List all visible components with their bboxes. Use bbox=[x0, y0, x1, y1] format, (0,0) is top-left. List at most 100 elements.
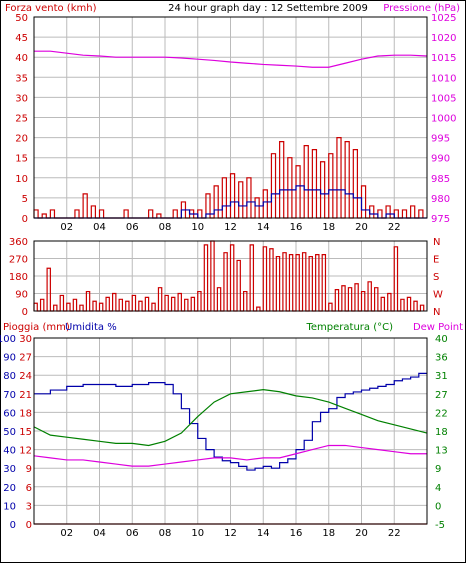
tick-label: 15 bbox=[19, 427, 32, 438]
tick-label: 100 bbox=[0, 334, 16, 345]
tick-label: 9 bbox=[435, 464, 441, 475]
x-tick-label: 10 bbox=[191, 222, 204, 233]
x-tick-label: 14 bbox=[257, 222, 270, 233]
x-tick-label: 16 bbox=[290, 528, 303, 539]
left-axis-ticks: 0 5 10 15 20 25 30 35 40 45 50 bbox=[15, 13, 28, 225]
tick-label: 0 bbox=[10, 520, 16, 531]
tick-label: 60 bbox=[3, 408, 16, 419]
tick-label: 30 bbox=[19, 334, 32, 345]
left-axis-ticks: 0 3 6 9 12 15 18 21 24 27 30 bbox=[19, 334, 32, 531]
x-tick-label: 02 bbox=[60, 222, 73, 233]
x-tick-label: 22 bbox=[388, 222, 401, 233]
tick-label: 12 bbox=[19, 446, 32, 457]
tick-label: S bbox=[433, 272, 439, 283]
tick-label: 6 bbox=[26, 483, 32, 494]
pressure-axis-label: Pressione (hPa) bbox=[383, 3, 460, 14]
tick-label: 1005 bbox=[431, 93, 456, 104]
tick-label: 13 bbox=[435, 446, 448, 457]
humidity-axis-label: Umidita % bbox=[65, 322, 117, 333]
right-axis-ticks: 975 980 985 990 995 1000 1005 1010 1015 1020 1025 bbox=[431, 13, 456, 225]
plot-frame bbox=[33, 16, 428, 219]
tick-label: 15 bbox=[15, 154, 28, 165]
tick-label: -5 bbox=[435, 520, 445, 531]
tick-label: 18 bbox=[435, 427, 448, 438]
chart-title: 24 hour graph day : 12 Settembre 2009 bbox=[168, 3, 368, 14]
tick-label: 10 bbox=[3, 501, 16, 512]
tick-label: 21 bbox=[19, 390, 32, 401]
tick-label: 70 bbox=[3, 390, 16, 401]
tick-label: 980 bbox=[431, 194, 450, 205]
rain-axis-label: Pioggia (mm) bbox=[3, 322, 70, 333]
tick-label: 360 bbox=[9, 237, 28, 248]
x-tick-label: 22 bbox=[388, 528, 401, 539]
tick-label: 985 bbox=[431, 174, 450, 185]
series-line-pressure bbox=[34, 50, 428, 68]
tick-label: 80 bbox=[3, 371, 16, 382]
tick-label: 50 bbox=[3, 427, 16, 438]
tick-label: 90 bbox=[3, 353, 16, 364]
tick-label: 0 bbox=[22, 214, 28, 225]
x-tick-label: 20 bbox=[355, 528, 368, 539]
tick-label: 975 bbox=[431, 214, 450, 225]
tick-label: 30 bbox=[15, 93, 28, 104]
tick-label: 22 bbox=[435, 408, 448, 419]
tick-label: 20 bbox=[3, 483, 16, 494]
tick-label: 3 bbox=[26, 501, 32, 512]
tick-label: E bbox=[433, 255, 439, 266]
tick-label: 45 bbox=[15, 33, 28, 44]
tick-label: 24 bbox=[19, 371, 32, 382]
x-tick-label: 10 bbox=[191, 528, 204, 539]
x-tick-label: 18 bbox=[322, 222, 335, 233]
x-tick-label: 02 bbox=[60, 528, 73, 539]
tick-label: W bbox=[433, 290, 443, 301]
right-axis-ticks: -5 0 4 9 13 18 22 27 31 36 40 bbox=[435, 334, 448, 531]
tick-label: 990 bbox=[431, 154, 450, 165]
tick-label: 18 bbox=[19, 408, 32, 419]
x-tick-label: 04 bbox=[93, 222, 106, 233]
tick-label: 50 bbox=[15, 13, 28, 24]
tick-label: 36 bbox=[435, 353, 448, 364]
x-tick-label: 18 bbox=[322, 528, 335, 539]
tick-label: 0 bbox=[26, 520, 32, 531]
x-tick-label: 16 bbox=[290, 222, 303, 233]
series-line-dewpoint bbox=[33, 444, 427, 467]
dewpoint-axis-label: Dew Point bbox=[413, 322, 463, 333]
tick-label: 1000 bbox=[431, 114, 456, 125]
x-tick-label: 08 bbox=[159, 222, 172, 233]
x-tick-label: 06 bbox=[126, 222, 139, 233]
plot-frame bbox=[33, 240, 428, 312]
tick-label: 270 bbox=[9, 255, 28, 266]
tick-label: 1015 bbox=[431, 53, 456, 64]
tick-label: 9 bbox=[26, 464, 32, 475]
tick-label: N bbox=[433, 237, 440, 248]
tick-label: 5 bbox=[22, 194, 28, 205]
left-axis2-ticks: 0 10 20 30 40 50 60 70 80 90 100 bbox=[0, 334, 16, 531]
series-line-gust bbox=[33, 137, 424, 219]
x-axis-ticks: 02 04 06 08 10 12 14 16 18 20 22 bbox=[60, 222, 400, 233]
tick-label: 25 bbox=[15, 114, 28, 125]
plot-frame bbox=[33, 337, 428, 525]
grid bbox=[34, 17, 427, 218]
tick-label: 27 bbox=[435, 390, 448, 401]
tick-label: 40 bbox=[3, 446, 16, 457]
tick-label: 1025 bbox=[431, 13, 456, 24]
tick-label: 180 bbox=[9, 272, 28, 283]
tick-label: 1020 bbox=[431, 33, 456, 44]
tick-label: 40 bbox=[435, 334, 448, 345]
x-tick-label: 12 bbox=[224, 528, 237, 539]
tick-label: 30 bbox=[3, 464, 16, 475]
tick-label: 0 bbox=[435, 501, 441, 512]
x-tick-label: 04 bbox=[93, 528, 106, 539]
tick-label: 10 bbox=[15, 174, 28, 185]
x-tick-label: 08 bbox=[159, 528, 172, 539]
temperature-axis-label: Temperatura (°C) bbox=[305, 322, 393, 333]
x-tick-label: 20 bbox=[355, 222, 368, 233]
tick-label: 40 bbox=[15, 53, 28, 64]
tick-label: 1010 bbox=[431, 73, 456, 84]
x-tick-label: 06 bbox=[126, 528, 139, 539]
x-tick-label: 12 bbox=[224, 222, 237, 233]
